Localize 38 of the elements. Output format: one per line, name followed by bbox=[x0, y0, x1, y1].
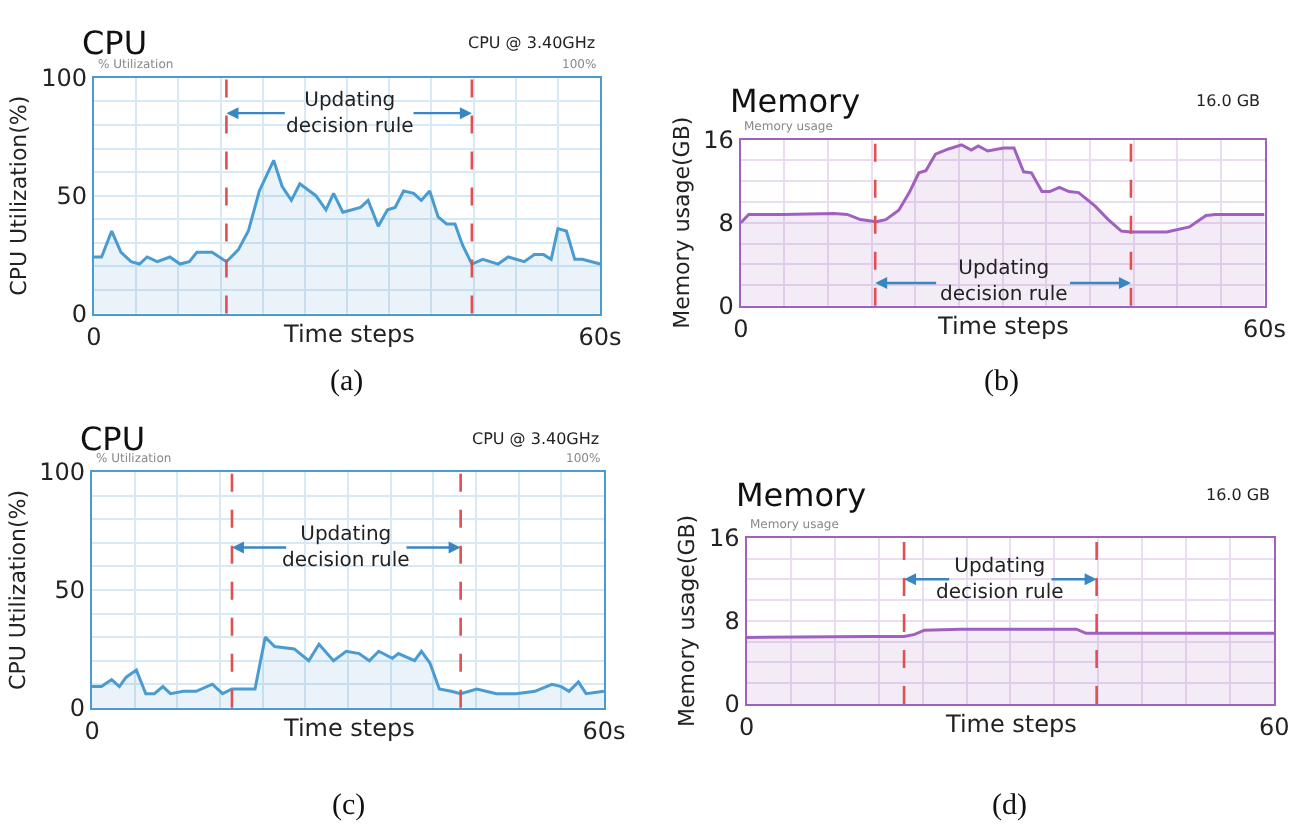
chart-title: Memory bbox=[730, 82, 861, 120]
text: (b) bbox=[984, 366, 1019, 398]
chart-title: Memory bbox=[736, 476, 867, 514]
chart-subtitle: CPU @ 3.40GHz bbox=[468, 34, 596, 52]
x-tick-label: 60 bbox=[1259, 712, 1290, 741]
x-axis-title: Time steps bbox=[282, 320, 415, 348]
chart-subtitle: 16.0 GB bbox=[1196, 92, 1261, 110]
y-tick-label: 0 bbox=[718, 292, 734, 321]
y-tick-label: 16 bbox=[709, 524, 740, 553]
annotation: Updating decision rule bbox=[286, 90, 414, 138]
chart-title: CPU bbox=[82, 24, 148, 62]
y-axis-title: CPU Utilization(%) bbox=[4, 489, 31, 690]
y-tick-label: 8 bbox=[724, 607, 740, 636]
chart-subtitle: CPU @ 3.40GHz bbox=[472, 430, 600, 448]
chart-subtitle: 16.0 GB bbox=[1206, 486, 1271, 504]
text: (d) bbox=[992, 790, 1027, 822]
y-axis-title: CPU Utilization(%) bbox=[6, 95, 33, 296]
y-tick-label: 50 bbox=[56, 182, 87, 211]
y-tick-label: 16 bbox=[703, 126, 734, 155]
x-axis-title: Time steps bbox=[282, 714, 415, 742]
y-tick-label: 100 bbox=[39, 458, 86, 487]
y-axis-title: Memory usage(GB) bbox=[674, 514, 701, 727]
y-tick-label: 8 bbox=[718, 209, 734, 238]
x-axis-title: Time steps bbox=[944, 710, 1077, 738]
y-tick-label: 100 bbox=[41, 64, 87, 93]
x-tick-label: 60s bbox=[582, 716, 626, 745]
x-axis-title: Time steps bbox=[936, 312, 1069, 340]
text: (a) bbox=[330, 366, 364, 398]
y-axis-title: Memory usage(GB) bbox=[668, 116, 695, 329]
x-tick-label: 60s bbox=[578, 322, 622, 351]
y-tick-label: 0 bbox=[724, 690, 740, 719]
annotation: Updating decision rule bbox=[940, 258, 1068, 306]
y-tick-label: 0 bbox=[69, 694, 86, 723]
text: (c) bbox=[332, 790, 366, 822]
annotation: Updating decision rule bbox=[936, 556, 1064, 604]
annotation: Updating decision rule bbox=[282, 524, 410, 572]
x-tick-label: 60s bbox=[1242, 314, 1287, 343]
y-tick-label: 50 bbox=[54, 576, 86, 605]
